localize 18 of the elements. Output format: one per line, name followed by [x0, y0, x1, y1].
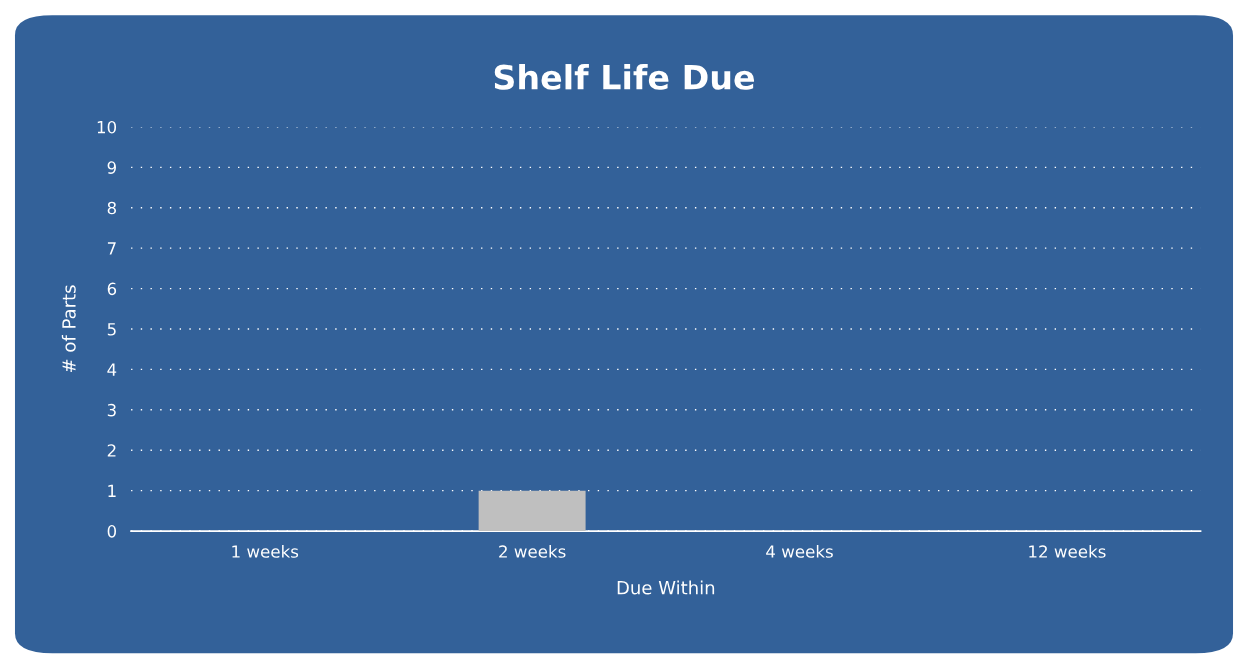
y-tick-label: 0 — [107, 525, 117, 538]
x-axis-title: Due Within — [617, 580, 715, 595]
y-tick-label: 10 — [97, 120, 117, 134]
x-tick-label: 4 weeks — [766, 544, 833, 558]
x-tick-label: 12 weeks — [1029, 544, 1106, 558]
y-tick-label: 4 — [107, 363, 117, 376]
chart-title: Shelf Life Due — [494, 64, 755, 90]
y-tick-label: 9 — [107, 161, 116, 174]
y-tick-label: 1 — [108, 484, 116, 497]
y-tick-label: 7 — [107, 242, 116, 255]
y-axis-title: # of Parts — [61, 285, 76, 373]
x-tick-label: 2 weeks — [499, 544, 566, 558]
y-tick-label: 5 — [107, 323, 116, 336]
x-tick-label: 1 weeks — [232, 544, 299, 558]
y-tick-label: 8 — [107, 201, 117, 215]
y-tick-label: 6 — [107, 282, 117, 296]
y-tick-label: 2 — [107, 444, 116, 457]
y-tick-label: 3 — [107, 403, 116, 417]
